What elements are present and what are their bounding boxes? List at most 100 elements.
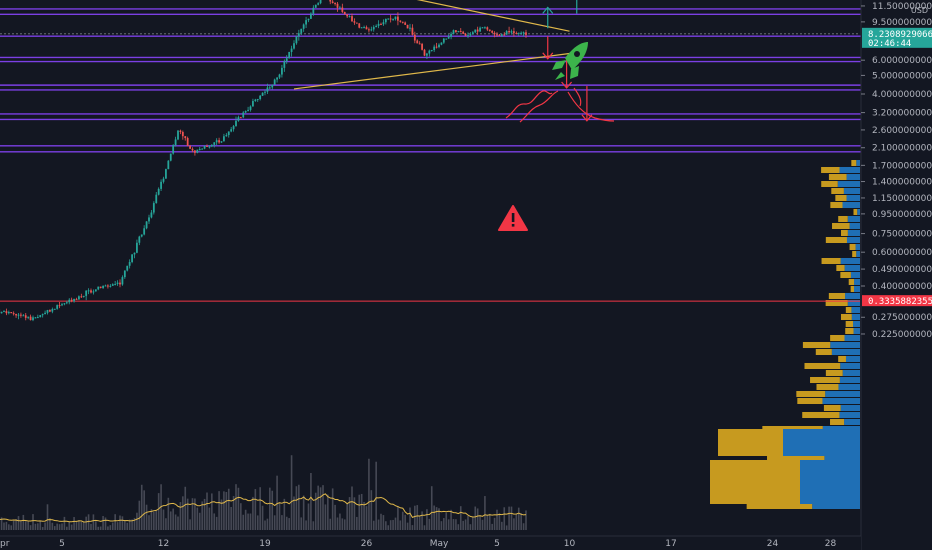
candle-body (41, 314, 44, 316)
volume-bar (295, 486, 298, 530)
candle-body (481, 27, 484, 29)
candle-body (319, 0, 322, 4)
candle-body (148, 217, 150, 222)
candle-body (505, 31, 508, 35)
profile-bar-blue (824, 454, 860, 460)
volume-bar (455, 519, 457, 530)
profile-bar-gold (821, 167, 840, 173)
volume-bar (111, 522, 114, 530)
profile-bar-blue (844, 419, 860, 425)
candle-body (191, 148, 194, 151)
candle-body (235, 120, 237, 127)
rocket-fin (570, 66, 579, 79)
candle-body (283, 61, 286, 68)
volume-bar (172, 508, 174, 530)
profile-bar-blue (831, 349, 860, 355)
price-countdown: 02:46:44 (868, 39, 911, 49)
candle-body (392, 19, 394, 21)
volume-bar (467, 515, 469, 530)
volume-bar (406, 522, 409, 530)
volume-bar (3, 522, 5, 530)
volume-bar (99, 526, 102, 530)
volume-bar (472, 516, 474, 530)
candle-body (160, 181, 162, 189)
arrow-head (581, 114, 593, 122)
candle-body (290, 48, 293, 52)
time-axis[interactable] (0, 536, 861, 550)
volume-bar (319, 487, 322, 530)
volume-bar (215, 516, 218, 530)
candle-body (372, 27, 375, 30)
volume-bar (351, 486, 353, 530)
candle-body (314, 4, 317, 8)
volume-bar (63, 516, 66, 530)
price-axis[interactable] (861, 0, 932, 536)
volume-bar (508, 506, 510, 530)
price-tick-label: 1.1500000000 (872, 194, 932, 204)
profile-bar-blue (857, 209, 860, 215)
profile-bar-gold (821, 258, 841, 264)
profile-bar-blue (825, 391, 860, 397)
profile-bar-gold (828, 174, 847, 180)
time-tick-label: 10 (564, 539, 576, 549)
volume-bar (464, 519, 467, 530)
candle-body (339, 7, 341, 9)
candle-body (5, 311, 8, 314)
candle-body (22, 315, 25, 317)
candle-body (310, 13, 312, 19)
volume-bar (517, 507, 520, 530)
rocket-trail (567, 91, 615, 122)
candle-body (348, 16, 351, 18)
volume-bar (385, 521, 387, 530)
profile-bar-blue (842, 370, 860, 376)
volume-bar (479, 515, 481, 530)
volume-bar (41, 527, 44, 530)
price-tick-label: 3.2000000000 (872, 109, 932, 119)
candle-body (464, 33, 467, 36)
volume-bar (87, 514, 90, 530)
volume-bar (462, 520, 464, 530)
triangle-upper-line (416, 0, 570, 32)
candle-body (452, 30, 455, 34)
candle-body (34, 317, 37, 319)
profile-bar-blue (846, 195, 860, 201)
candle-body (411, 27, 414, 35)
volume-bar (8, 524, 10, 530)
time-tick-label: 5 (59, 539, 65, 549)
volume-bar (136, 512, 138, 530)
profile-bar-gold (845, 321, 854, 327)
profile-bar-gold (804, 363, 841, 369)
candle-body (184, 136, 187, 139)
arrow-head (542, 6, 554, 14)
candle-body (65, 302, 68, 304)
volume-bar (17, 516, 20, 530)
volume-bar (39, 521, 42, 530)
profile-bar-blue (840, 405, 860, 411)
candle-body (387, 18, 390, 20)
candlesticks (0, 0, 527, 322)
volume-bar (496, 509, 498, 530)
warning-icon (498, 205, 528, 231)
volume-bar (198, 512, 201, 530)
volume-bar (242, 514, 245, 530)
price-tick-label: 9.5000000000 (872, 18, 932, 28)
candle-body (218, 140, 220, 143)
candle-body (300, 28, 303, 34)
candle-body (438, 44, 440, 48)
time-tick-label: 12 (158, 539, 169, 549)
candle-body (68, 299, 71, 303)
profile-bar-blue (838, 384, 860, 390)
volume-bar (515, 514, 518, 530)
candle-body (450, 33, 452, 37)
volume-bar (201, 501, 203, 530)
candle-body (109, 285, 112, 287)
candle-body (82, 295, 85, 297)
candle-body (32, 317, 34, 321)
profile-bar-blue (847, 230, 860, 236)
volume-bar (314, 492, 317, 530)
volume-bar (53, 526, 56, 530)
candle-body (78, 296, 80, 300)
profile-bar-blue (849, 223, 860, 229)
volume-bar (49, 518, 51, 530)
